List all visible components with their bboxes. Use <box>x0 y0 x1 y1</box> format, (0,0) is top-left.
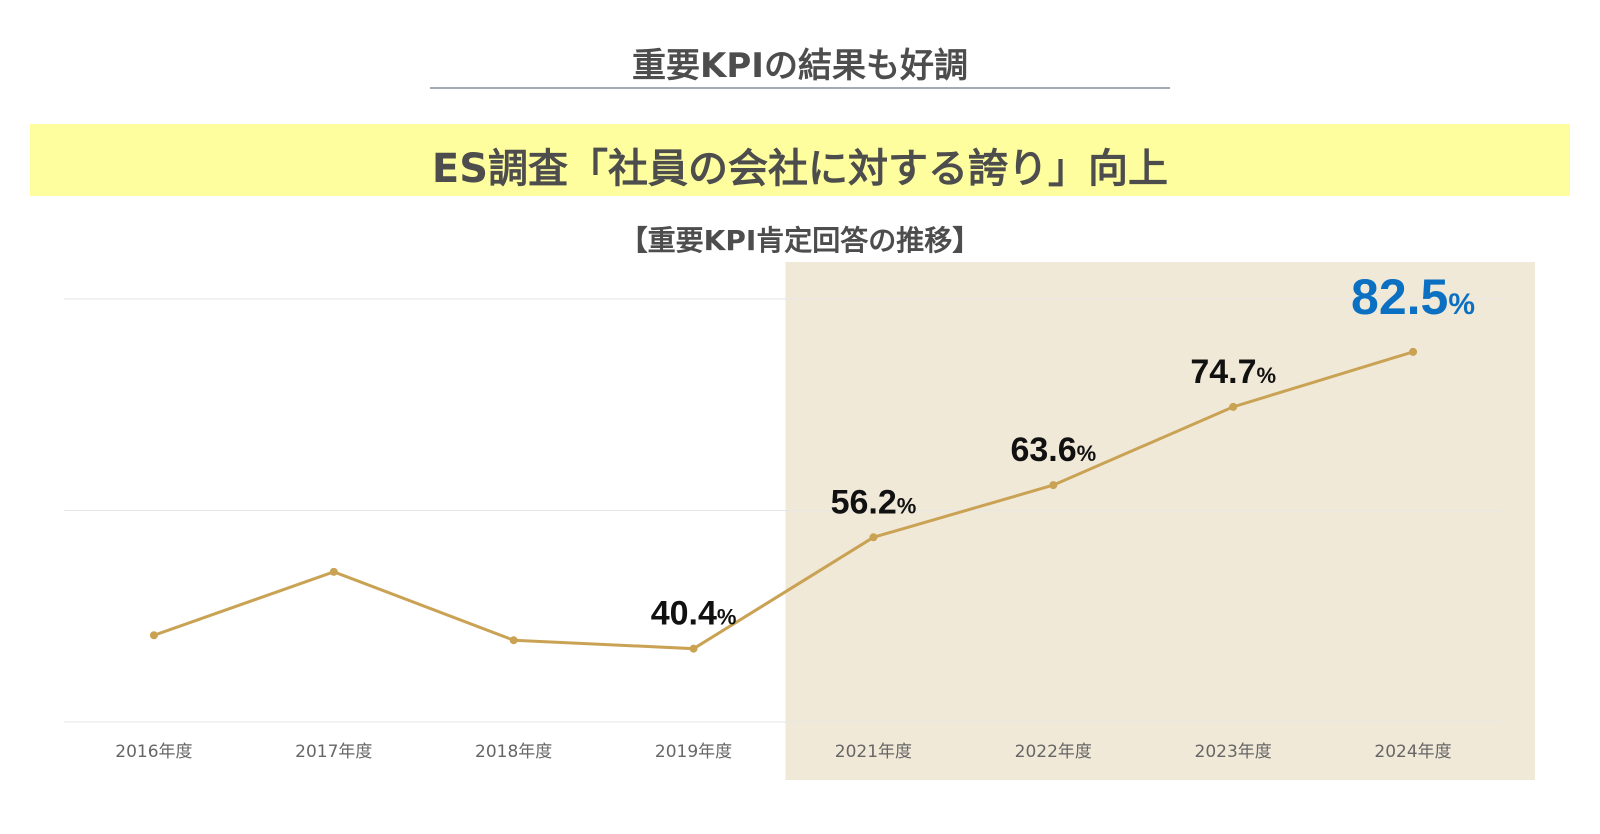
x-tick-label: 2024年度 <box>1374 742 1451 762</box>
banner-title: ES調査「社員の会社に対する誇り」向上 <box>431 146 1169 192</box>
data-point <box>509 636 518 645</box>
highlight-region <box>785 262 1535 780</box>
x-tick-label: 2018年度 <box>475 742 552 762</box>
title-divider <box>430 87 1170 89</box>
data-point <box>689 644 698 653</box>
page-title: 重要KPIの結果も好調 <box>632 46 968 86</box>
data-label: 40.4% <box>651 595 737 633</box>
data-point <box>149 631 158 640</box>
data-label: 74.7% <box>1190 353 1276 391</box>
data-point <box>869 533 878 542</box>
percent-unit: % <box>717 605 737 630</box>
series-line <box>153 350 1414 651</box>
x-tick-label: 2016年度 <box>115 742 192 762</box>
data-label: 56.2% <box>831 483 917 521</box>
data-point <box>1049 481 1058 490</box>
percent-unit: % <box>897 493 917 518</box>
percent-unit: % <box>1448 288 1475 321</box>
data-point <box>329 567 338 576</box>
x-tick-label: 2021年度 <box>835 742 912 762</box>
data-point <box>1229 402 1238 411</box>
percent-unit: % <box>1077 441 1097 466</box>
x-tick-label: 2023年度 <box>1195 742 1272 762</box>
x-tick-label: 2022年度 <box>1015 742 1092 762</box>
x-tick-label: 2017年度 <box>295 742 372 762</box>
percent-unit: % <box>1257 363 1277 388</box>
x-tick-label: 2019年度 <box>655 742 732 762</box>
banner-background <box>30 124 1570 196</box>
data-point <box>1409 347 1418 356</box>
chart-title: 【重要KPI肯定回答の推移】 <box>619 224 981 257</box>
